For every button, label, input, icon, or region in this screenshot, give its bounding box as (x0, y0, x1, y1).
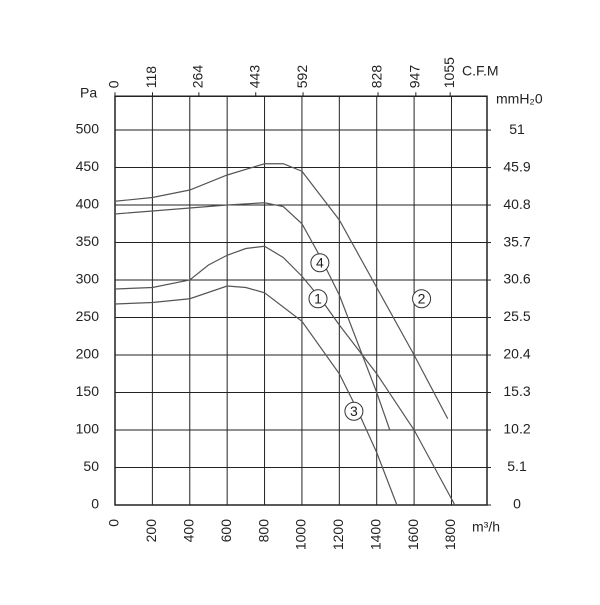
y-tick-label: 150 (76, 383, 100, 399)
y2-tick-label: 40.8 (503, 196, 530, 212)
curve (114, 202, 391, 431)
x2-tick-label: 118 (143, 66, 159, 89)
y2-tick-label: 51 (509, 121, 525, 137)
curve-label-circle (308, 289, 328, 309)
x-tick-label: 1400 (367, 519, 383, 550)
x2-tick-label: 828 (369, 65, 385, 89)
y-tick-label: 0 (91, 496, 99, 512)
y-tick-label: 450 (76, 158, 100, 174)
curve-label: 4 (316, 254, 324, 270)
curve-label: 1 (314, 290, 322, 306)
x-tick-label: 1000 (293, 519, 309, 550)
y-tick-label: 400 (76, 196, 100, 212)
curve-label: 3 (350, 403, 358, 419)
x-tick-label: 0 (106, 519, 122, 527)
y-tick-label: 350 (76, 233, 100, 249)
y2-tick-label: 20.4 (503, 346, 530, 362)
y-tick-label: 50 (83, 458, 99, 474)
y2-tick-label: 30.6 (503, 271, 530, 287)
curve-label: 2 (418, 290, 426, 306)
x2-tick-label: 443 (246, 65, 262, 89)
x-axis-label: m³/h (472, 519, 500, 535)
curve (114, 285, 398, 506)
x-tick-label: 800 (255, 519, 271, 543)
y2-tick-label: 15.3 (503, 383, 530, 399)
y-tick-label: 250 (76, 308, 100, 324)
curve (114, 245, 456, 506)
y2-tick-label: 25.5 (503, 308, 530, 324)
curve-label-circle (310, 253, 330, 273)
x-tick-label: 200 (143, 519, 159, 543)
x2-tick-label: 0 (106, 80, 122, 88)
y2-tick-label: 35.7 (503, 233, 530, 249)
x-tick-label: 400 (180, 519, 196, 543)
x2-tick-label: 1055 (441, 57, 457, 88)
y-tick-label: 500 (76, 121, 100, 137)
y2-tick-label: 5.1 (507, 458, 527, 474)
x2-tick-label: 592 (294, 65, 310, 89)
y2-tick-label: 45.9 (503, 158, 530, 174)
x2-axis-label: C.F.M (462, 63, 499, 79)
x2-tick-label: 264 (190, 65, 206, 89)
x-tick-label: 1600 (405, 519, 421, 550)
x-tick-label: 600 (218, 519, 234, 543)
y2-axis-label: mmH₂0 (496, 91, 543, 107)
y-axis-label: Pa (80, 85, 97, 101)
y-tick-label: 300 (76, 271, 100, 287)
x-tick-label: 1800 (442, 519, 458, 550)
curve (114, 163, 449, 420)
y-tick-label: 100 (76, 421, 100, 437)
y-tick-label: 200 (76, 346, 100, 362)
y2-tick-label: 0 (513, 496, 521, 512)
y2-tick-label: 10.2 (503, 421, 530, 437)
x-tick-label: 1200 (330, 519, 346, 550)
x2-tick-label: 947 (407, 65, 423, 89)
curve-label-circle (412, 289, 432, 309)
curve-label-circle (344, 401, 364, 421)
